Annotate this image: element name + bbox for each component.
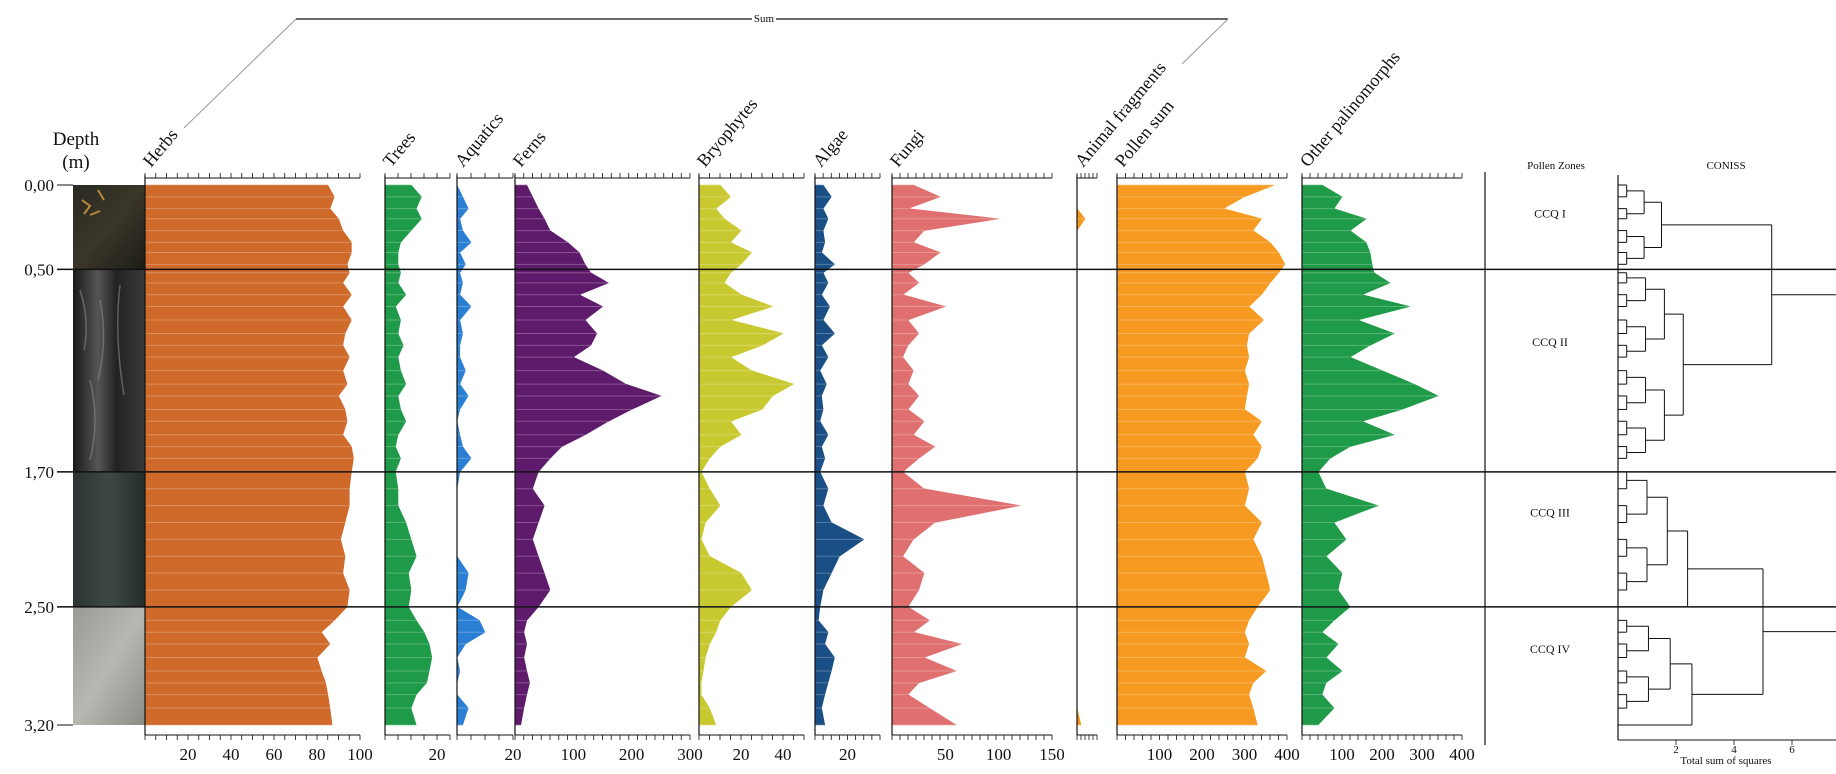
panel-ferns: 100 200 300 Ferns xyxy=(509,127,703,764)
tick-label-other-palinomorphs: 300 xyxy=(1409,745,1435,764)
tick-label-herbs: 20 xyxy=(180,745,197,764)
tick-label-other-palinomorphs: 100 xyxy=(1329,745,1355,764)
coniss-tick-label: 2 xyxy=(1673,744,1679,756)
tick-label-bryophytes: 40 xyxy=(775,745,792,764)
area-algae xyxy=(814,184,865,726)
tick-label-pollen-sum: 100 xyxy=(1147,745,1173,764)
coniss-xlabel: Total sum of squares xyxy=(1680,755,1771,767)
area-ferns xyxy=(514,184,662,726)
tick-label-herbs: 60 xyxy=(266,745,283,764)
tick-label-pollen-sum: 200 xyxy=(1189,745,1215,764)
sum-bracket: Sum xyxy=(183,13,1229,129)
tick-label-other-palinomorphs: 200 xyxy=(1369,745,1395,764)
area-other-palinomorphs xyxy=(1301,184,1439,726)
area-pollen-sum xyxy=(1116,184,1286,726)
series-label-ferns: Ferns xyxy=(509,127,550,170)
series-label-trees: Trees xyxy=(379,128,420,171)
series-label-other-palinomorphs: Other palinomorphs xyxy=(1296,47,1404,171)
coniss-tick-label: 6 xyxy=(1789,744,1795,756)
pollen-zone-label: CCQ III xyxy=(1530,505,1570,519)
tick-label-algae: 20 xyxy=(839,745,856,764)
depth-tick-label: 0,50 xyxy=(24,260,54,279)
tick-label-fungi: 50 xyxy=(937,745,954,764)
panel-algae: 20 Algae xyxy=(809,125,881,764)
series-label-herbs: Herbs xyxy=(139,125,182,171)
depth-axis-unit: (m) xyxy=(62,152,89,173)
series-label-bryophytes: Bryophytes xyxy=(693,94,762,170)
depth-tick-label: 2,50 xyxy=(24,598,54,617)
tick-label-herbs: 40 xyxy=(223,745,240,764)
panel-trees: 20 Trees xyxy=(379,128,451,764)
panel-bryophytes: 20 40 Bryophytes xyxy=(693,94,805,764)
sediment-core-photo xyxy=(73,185,145,725)
tick-label-trees: 20 xyxy=(429,745,446,764)
area-trees xyxy=(384,184,433,726)
series-label-fungi: Fungi xyxy=(886,126,928,171)
pollen-zones-title: Pollen Zones xyxy=(1527,160,1585,172)
pollen-zone-label: CCQ I xyxy=(1534,207,1566,221)
pollen-zone-label: CCQ IV xyxy=(1530,642,1571,656)
coniss-title: CONISS xyxy=(1706,160,1745,172)
tick-label-herbs: 100 xyxy=(347,745,373,764)
tick-label-fungi: 150 xyxy=(1039,745,1065,764)
area-bryophytes xyxy=(698,184,795,726)
tick-label-ferns: 200 xyxy=(619,745,645,764)
tick-label-pollen-sum: 300 xyxy=(1232,745,1258,764)
tick-label-other-palinomorphs: 400 xyxy=(1449,745,1475,764)
panel-other-palinomorphs: 100 200 300 400 Other palinomorphs xyxy=(1296,47,1475,764)
area-herbs xyxy=(144,184,354,726)
pollen-zone-label: CCQ II xyxy=(1532,335,1568,349)
panel-herbs: 20 40 60 80 100 Herbs xyxy=(139,125,373,764)
sum-bracket-label: Sum xyxy=(754,13,775,25)
tick-label-ferns: 300 xyxy=(677,745,703,764)
depth-tick-label: 3,20 xyxy=(24,716,54,735)
area-animal-fragments xyxy=(1076,185,1086,726)
depth-tick-label: 1,70 xyxy=(24,463,54,482)
tick-label-aquatics: 20 xyxy=(505,745,522,764)
tick-label-herbs: 80 xyxy=(309,745,326,764)
panel-fungi: 50 100 150 Fungi xyxy=(886,126,1065,764)
coniss-tick-label: 4 xyxy=(1731,744,1737,756)
series-label-aquatics: Aquatics xyxy=(451,109,507,171)
area-fungi xyxy=(891,184,1021,726)
depth-axis-label: Depth xyxy=(53,129,100,150)
tick-label-bryophytes: 20 xyxy=(733,745,750,764)
series-label-algae: Algae xyxy=(809,125,852,171)
tick-label-ferns: 100 xyxy=(561,745,587,764)
panel-aquatics: 20 Aquatics xyxy=(451,109,522,764)
tick-label-pollen-sum: 400 xyxy=(1274,745,1300,764)
depth-tick-label: 0,00 xyxy=(24,176,54,195)
area-aquatics xyxy=(456,184,486,726)
tick-label-fungi: 100 xyxy=(986,745,1012,764)
